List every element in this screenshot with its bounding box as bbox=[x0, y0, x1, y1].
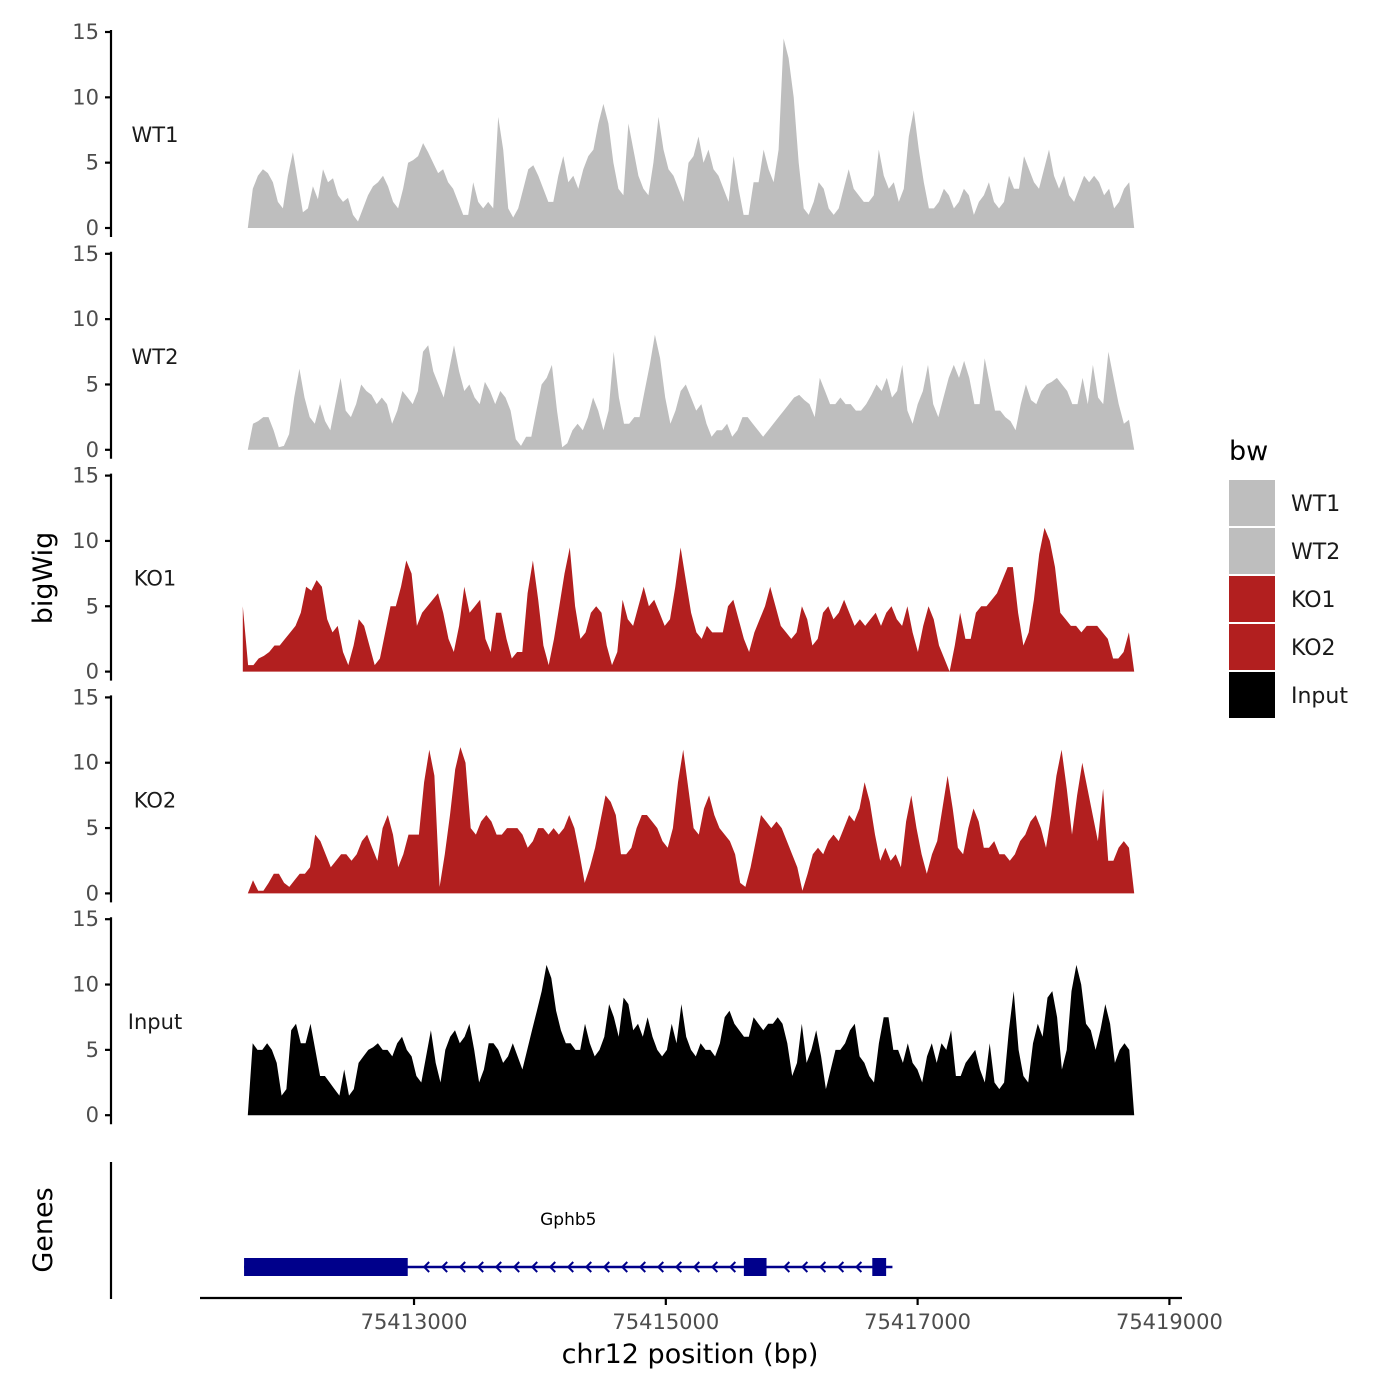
x-tick-label: 75415000 bbox=[612, 1310, 719, 1334]
y-tick-label: 0 bbox=[86, 881, 99, 905]
legend-swatch-wt1 bbox=[1229, 480, 1275, 526]
track-ko1: 0 5 10 15 KO1 bbox=[72, 464, 1135, 684]
y-tick-label: 15 bbox=[72, 685, 99, 709]
x-ticks: 75413000 75415000 75417000 75419000 bbox=[361, 1298, 1223, 1334]
strand-arrow bbox=[512, 1261, 520, 1273]
gene-model bbox=[244, 1258, 893, 1276]
track-label: WT1 bbox=[132, 123, 179, 147]
strand-arrow bbox=[476, 1261, 484, 1273]
y-tick-label: 15 bbox=[72, 907, 99, 931]
y-tick-label: 0 bbox=[86, 216, 99, 240]
y-tick-label: 5 bbox=[86, 1038, 99, 1062]
track-label: WT2 bbox=[132, 345, 179, 369]
gene-exon bbox=[244, 1258, 408, 1276]
y-tick-label: 15 bbox=[72, 20, 99, 44]
strand-arrow bbox=[710, 1261, 719, 1273]
track-wt2: 0 5 10 15 WT2 bbox=[72, 242, 1135, 462]
x-axis-title: chr12 position (bp) bbox=[562, 1339, 819, 1370]
x-axis: 75413000 75415000 75417000 75419000 chr12 p… bbox=[200, 1296, 1223, 1370]
track-label: Input bbox=[128, 1010, 182, 1034]
y-tick-label: 5 bbox=[86, 816, 99, 840]
track-wt1: 0 5 10 15 WT1 bbox=[72, 20, 1135, 240]
legend-swatch-wt2 bbox=[1229, 528, 1275, 574]
y-tick-label: 10 bbox=[72, 85, 99, 109]
gene-exon bbox=[743, 1258, 767, 1276]
area-wt1 bbox=[247, 38, 1135, 228]
legend-label-ko2: KO2 bbox=[1291, 636, 1336, 661]
x-tick-label: 75413000 bbox=[361, 1310, 468, 1334]
gene-track-title: Genes bbox=[28, 1187, 59, 1272]
legend-label-ko1: KO1 bbox=[1291, 588, 1336, 613]
strand-arrow bbox=[638, 1261, 646, 1273]
strand-arrow bbox=[422, 1261, 430, 1273]
y-tick-label: 15 bbox=[72, 464, 99, 488]
legend: bw WT1 WT2 KO1 KO2 Input bbox=[1229, 436, 1348, 718]
strand-arrow bbox=[530, 1261, 538, 1273]
strand-arrow bbox=[692, 1261, 701, 1273]
track-ko2: 0 5 10 15 KO2 bbox=[72, 685, 1135, 905]
legend-label-input: Input bbox=[1291, 684, 1348, 709]
strand-arrow bbox=[458, 1261, 466, 1273]
y-axis-title: bigWig bbox=[28, 532, 59, 625]
x-tick-label: 75417000 bbox=[864, 1310, 971, 1334]
y-tick-label: 10 bbox=[72, 529, 99, 553]
strand-arrow bbox=[674, 1261, 683, 1273]
strand-arrow bbox=[836, 1261, 845, 1273]
y-tick-label: 5 bbox=[86, 594, 99, 618]
track-input: 0 5 10 15 Input bbox=[72, 907, 1135, 1127]
area-input bbox=[247, 964, 1135, 1116]
strand-arrow bbox=[602, 1261, 610, 1273]
strand-arrow bbox=[494, 1261, 502, 1273]
gene-label: Gphb5 bbox=[540, 1210, 596, 1230]
legend-swatch-ko2 bbox=[1229, 624, 1275, 670]
strand-arrow bbox=[584, 1261, 592, 1273]
strand-arrow bbox=[566, 1261, 574, 1273]
legend-label-wt1: WT1 bbox=[1291, 492, 1340, 517]
gene-exon bbox=[872, 1258, 887, 1276]
strand-arrow bbox=[656, 1261, 665, 1273]
y-tick-label: 10 bbox=[72, 751, 99, 775]
legend-title: bw bbox=[1229, 436, 1268, 467]
strand-arrow bbox=[800, 1261, 809, 1273]
strand-arrow bbox=[782, 1261, 791, 1273]
track-label: KO1 bbox=[134, 567, 177, 591]
gene-track: Genes Gphb5 bbox=[28, 1162, 893, 1299]
strand-arrow bbox=[548, 1261, 556, 1273]
x-tick-label: 75419000 bbox=[1116, 1310, 1223, 1334]
y-tick-label: 5 bbox=[86, 151, 99, 175]
y-tick-label: 5 bbox=[86, 372, 99, 396]
y-tick-label: 0 bbox=[86, 1103, 99, 1127]
y-tick-label: 0 bbox=[86, 660, 99, 684]
y-tick-label: 10 bbox=[72, 307, 99, 331]
legend-swatch-ko1 bbox=[1229, 576, 1275, 622]
y-tick-label: 15 bbox=[72, 242, 99, 266]
area-ko1 bbox=[242, 527, 1135, 672]
strand-arrow bbox=[620, 1261, 628, 1273]
y-tick-label: 0 bbox=[86, 438, 99, 462]
strand-arrow bbox=[440, 1261, 448, 1273]
strand-arrow bbox=[855, 1261, 863, 1273]
strand-arrow bbox=[818, 1261, 827, 1273]
signal-tracks: 0 5 10 15 WT1 0 5 10 15 WT2 0 5 10 15 KO1 0 5 10 15 KO2 0 5 10… bbox=[72, 20, 1135, 1127]
legend-label-wt2: WT2 bbox=[1291, 540, 1340, 565]
track-label: KO2 bbox=[134, 788, 177, 812]
legend-swatch-input bbox=[1229, 672, 1275, 718]
area-wt2 bbox=[247, 334, 1135, 450]
y-tick-label: 10 bbox=[72, 973, 99, 997]
area-ko2 bbox=[247, 747, 1135, 894]
strand-arrow bbox=[728, 1261, 737, 1273]
